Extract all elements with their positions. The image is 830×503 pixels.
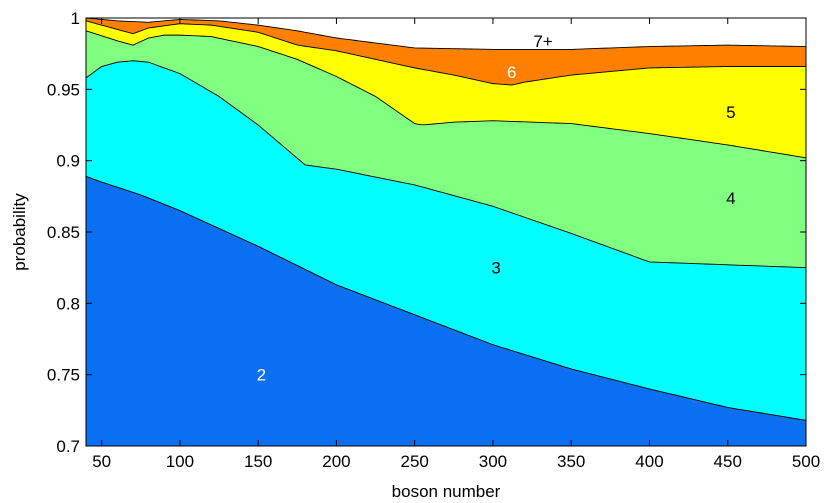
- x-tick-label: 300: [479, 452, 507, 471]
- y-tick-label: 0.75: [47, 366, 80, 385]
- x-tick-labels: 50 100 150 200 250 300 350 400 450 500: [92, 452, 820, 471]
- axis-ticks: [86, 17, 807, 447]
- x-tick-label: 400: [635, 452, 663, 471]
- x-tick-label: 250: [401, 452, 429, 471]
- y-tick-label: 0.8: [56, 294, 80, 313]
- area-2: [86, 176, 806, 447]
- region-label-3: 3: [491, 259, 500, 278]
- region-label-5: 5: [726, 103, 735, 122]
- y-tick-label: 0.95: [47, 80, 80, 99]
- region-label-7plus: 7+: [533, 32, 552, 51]
- y-tick-label: 0.9: [56, 152, 80, 171]
- x-tick-label: 100: [166, 452, 194, 471]
- x-tick-label: 350: [557, 452, 585, 471]
- y-tick-label: 1: [71, 9, 80, 28]
- region-label-4: 4: [726, 189, 735, 208]
- region-label-2: 2: [257, 366, 266, 385]
- boundary-line-5: [85, 20, 806, 86]
- boundary-line-6: [85, 17, 807, 50]
- region-label-6: 6: [507, 63, 516, 82]
- boundary-line-4: [85, 30, 807, 159]
- x-tick-label: 50: [92, 452, 111, 471]
- area-regions: [86, 18, 806, 447]
- x-tick-label: 450: [714, 452, 742, 471]
- x-axis-label: boson number: [392, 482, 501, 501]
- boundary-lines: [85, 17, 807, 421]
- x-tick-label: 500: [792, 452, 820, 471]
- y-axis-label: probability: [10, 193, 29, 271]
- x-tick-label: 150: [244, 452, 272, 471]
- y-tick-label: 0.7: [56, 437, 80, 456]
- boundary-line-3: [85, 60, 807, 269]
- y-tick-label: 0.85: [47, 223, 80, 242]
- y-tick-labels: 0.7 0.75 0.8 0.85 0.9 0.95 1: [47, 9, 80, 456]
- boundary-line-2: [85, 175, 807, 421]
- region-labels: 2 3 4 5 6 7+: [257, 32, 736, 385]
- x-tick-label: 200: [322, 452, 350, 471]
